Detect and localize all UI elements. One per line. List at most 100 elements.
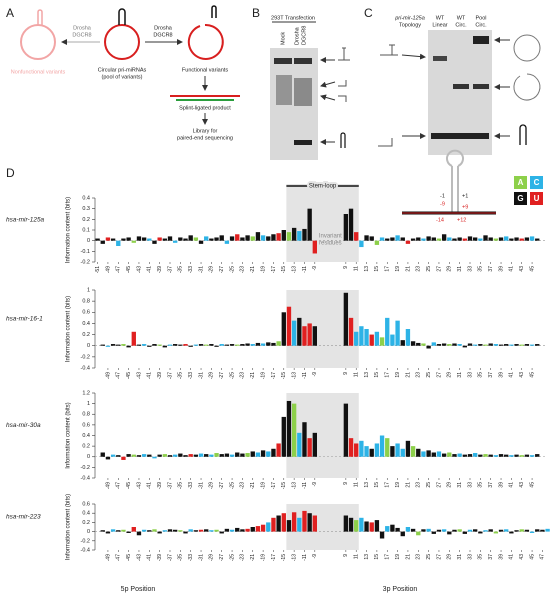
panel-label: B <box>252 6 260 20</box>
bar <box>302 422 307 457</box>
bar <box>240 237 245 241</box>
panel-c: C pri-mir-125a Topology WT Linear WT Cir… <box>364 6 541 155</box>
bar <box>395 235 400 241</box>
bar <box>136 236 142 241</box>
position-label: +12 <box>457 217 466 223</box>
x-tick-label: -11 <box>302 372 308 379</box>
y-tick-label: -0.2 <box>81 259 90 265</box>
bar <box>478 344 483 346</box>
y-tick-label: 0 <box>87 529 90 535</box>
bar <box>224 240 230 244</box>
bar <box>100 452 105 457</box>
caption: Nonfunctional variants <box>11 69 66 75</box>
x-tick-label: 23 <box>416 266 422 272</box>
x-tick-label: -45 <box>126 554 132 561</box>
x-tick-label: 13 <box>364 266 370 272</box>
bar <box>545 528 550 532</box>
bar <box>276 233 281 241</box>
bar <box>395 527 400 532</box>
x-tick-label: -19 <box>260 482 266 489</box>
legend-label: A <box>518 178 524 187</box>
bar <box>436 451 442 457</box>
lane-label: WT <box>436 15 445 21</box>
bar <box>343 292 349 346</box>
bar <box>359 517 364 532</box>
bar <box>297 517 302 532</box>
x-axis-label: 5p Position <box>121 586 156 593</box>
bar <box>229 344 235 346</box>
bar <box>286 306 292 346</box>
bar <box>379 237 385 241</box>
bar <box>467 343 473 346</box>
panel-label: D <box>6 166 15 180</box>
bar <box>452 529 457 532</box>
y-axis-label: Information content (bits) <box>66 402 72 468</box>
bar <box>410 528 416 532</box>
y-tick-label: 0 <box>87 343 90 349</box>
x-tick-label: 11 <box>354 482 360 487</box>
x-tick-label: -21 <box>250 372 256 379</box>
bar <box>467 529 473 532</box>
bar <box>245 235 250 241</box>
bar <box>266 236 271 241</box>
x-tick-label: -41 <box>147 482 153 489</box>
lane-label: WT <box>457 15 466 21</box>
x-tick-label: 25 <box>426 372 432 378</box>
bar <box>421 451 426 457</box>
bar <box>504 454 509 457</box>
bar <box>369 522 374 532</box>
bar <box>110 344 116 346</box>
chart-title: hsa-mir-30a <box>6 422 41 429</box>
x-tick-label: 19 <box>395 554 401 560</box>
x-tick-label: -9 <box>312 482 318 487</box>
bar <box>116 240 121 246</box>
bar <box>462 238 467 241</box>
bar <box>121 344 126 346</box>
x-tick-label: -27 <box>219 266 225 273</box>
bar <box>426 236 431 241</box>
hairpin-icon <box>340 132 346 148</box>
x-tick-label: 45 <box>529 266 535 272</box>
x-tick-label: 43 <box>519 554 525 560</box>
x-axis-label: 3p Position <box>383 586 418 593</box>
x-tick-label: -43 <box>136 554 142 561</box>
position-label: +1 <box>462 193 468 199</box>
x-tick-label: 13 <box>364 554 370 560</box>
bar <box>400 237 405 241</box>
bar <box>266 522 271 532</box>
bar <box>457 453 462 457</box>
x-tick-label: 35 <box>478 482 484 488</box>
x-tick-label: -15 <box>281 372 287 379</box>
bar <box>162 530 167 532</box>
bar <box>131 240 136 243</box>
y-tick-label: 1 <box>87 401 90 407</box>
hairpin-icon <box>519 124 527 145</box>
y-tick-label: 0.2 <box>82 332 90 338</box>
x-tick-label: 9 <box>343 482 349 485</box>
lane-label: Pool <box>475 15 486 21</box>
bar <box>173 454 178 457</box>
bar <box>183 455 188 457</box>
x-tick-label: 41 <box>509 482 515 488</box>
bar <box>483 454 488 457</box>
x-tick-label: 45 <box>529 372 535 378</box>
bar <box>457 237 462 241</box>
caption: paired-end sequencing <box>177 135 233 141</box>
bar <box>183 344 188 346</box>
legend-swatch <box>514 192 527 205</box>
bar <box>390 446 395 457</box>
bar <box>214 453 219 457</box>
bar <box>271 342 276 346</box>
x-tick-label: 41 <box>509 266 515 272</box>
bar <box>121 456 126 460</box>
x-tick-label: 17 <box>385 266 391 272</box>
y-tick-label: 1 <box>87 287 90 293</box>
y-tick-label: 1.2 <box>82 390 90 396</box>
invariant-label: Invariant <box>319 234 342 240</box>
x-tick-label: -21 <box>250 266 256 273</box>
bar <box>147 345 152 347</box>
bar <box>141 344 147 346</box>
bar <box>421 529 426 532</box>
x-tick-label: -27 <box>219 482 225 489</box>
bar <box>116 530 121 532</box>
